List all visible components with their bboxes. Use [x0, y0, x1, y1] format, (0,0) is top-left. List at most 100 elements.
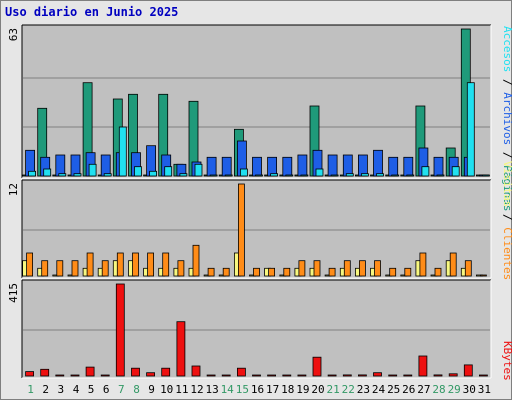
bar-clientes-day-30 — [464, 260, 472, 277]
bar-accesos-day-2 — [43, 168, 52, 177]
day-label-2: 2 — [42, 383, 49, 396]
bar-clientes-day-4 — [71, 260, 79, 277]
bar-archivos-day-3 — [55, 154, 66, 177]
bar-clientes-day-11 — [177, 260, 185, 277]
panel-background — [22, 180, 491, 278]
bar-clientes-day-20 — [313, 260, 321, 277]
bar-accesos-day-15 — [239, 168, 248, 177]
bar-kbytes-day-27 — [418, 355, 428, 377]
bar-archivos-day-17 — [267, 156, 278, 177]
bar-kbytes-day-4 — [70, 374, 80, 377]
bar-kbytes-day-19 — [297, 374, 307, 377]
bar-kbytes-day-1 — [25, 371, 35, 377]
legend-top-panel: Accesos / Archivos / Páginas — [501, 26, 512, 211]
legend-separator: / — [501, 207, 512, 227]
day-label-25: 25 — [387, 383, 400, 396]
bar-kbytes-day-17 — [267, 374, 277, 377]
bar-archivos-day-26 — [403, 156, 414, 177]
bar-kbytes-day-26 — [403, 374, 413, 377]
panel-2: 12 — [7, 179, 492, 279]
bar-kbytes-day-11 — [176, 321, 186, 377]
bar-accesos-day-16 — [255, 174, 263, 177]
panel-background — [22, 25, 491, 178]
bar-kbytes-day-24 — [373, 372, 382, 377]
day-label-4: 4 — [73, 383, 80, 396]
panel-1: 63 — [7, 24, 492, 179]
bar-archivos-day-23 — [357, 154, 368, 177]
day-label-9: 9 — [148, 383, 155, 396]
bar-kbytes-day-13 — [206, 374, 216, 377]
day-label-21: 21 — [326, 383, 339, 396]
bar-clientes-day-6 — [101, 260, 109, 277]
day-label-13: 13 — [205, 383, 218, 396]
bar-clientes-day-25 — [389, 267, 397, 277]
bar-kbytes-day-14 — [221, 374, 231, 377]
legend-bottom-panel: KBytes — [501, 341, 512, 381]
legend-separator: / — [501, 145, 512, 165]
legend-archivos: Archivos — [501, 92, 512, 145]
bar-kbytes-day-2 — [40, 368, 50, 377]
legend-visitas: Visitas — [501, 161, 512, 207]
bar-kbytes-day-25 — [388, 374, 398, 377]
legend-kbytes: KBytes — [501, 341, 512, 381]
bar-accesos-day-27 — [421, 166, 430, 177]
bar-clientes-day-27 — [419, 252, 427, 277]
day-label-27: 27 — [417, 383, 430, 396]
bar-accesos-day-24 — [376, 173, 384, 177]
bar-accesos-day-14 — [224, 174, 233, 177]
bar-archivos-day-28 — [433, 156, 444, 177]
panel-background — [22, 280, 491, 378]
bar-clientes-day-7 — [116, 252, 124, 277]
y-max-label: 415 — [7, 283, 20, 303]
bar-kbytes-day-29 — [448, 373, 458, 377]
day-label-24: 24 — [372, 383, 386, 396]
bar-accesos-day-9 — [149, 170, 158, 177]
bar-clientes-day-26 — [404, 267, 412, 277]
bar-clientes-day-18 — [283, 267, 291, 277]
bar-archivos-day-22 — [342, 154, 353, 177]
bar-clientes-day-28 — [434, 267, 442, 277]
bar-accesos-day-22 — [345, 173, 354, 177]
y-max-label: 63 — [7, 28, 20, 41]
bar-accesos-day-21 — [330, 174, 339, 177]
bar-clientes-day-13 — [207, 267, 215, 277]
day-label-20: 20 — [311, 383, 324, 396]
bar-archivos-day-19 — [297, 154, 308, 177]
bar-kbytes-day-5 — [85, 366, 95, 377]
day-label-17: 17 — [266, 383, 279, 396]
bar-kbytes-day-7 — [115, 283, 125, 377]
panel-3: 415 — [7, 279, 492, 379]
bar-clientes-day-10 — [162, 252, 170, 277]
bar-clientes-day-29 — [449, 252, 457, 277]
day-label-7: 7 — [118, 383, 125, 396]
day-label-19: 19 — [296, 383, 309, 396]
day-label-28: 28 — [432, 383, 445, 396]
bar-accesos-day-8 — [134, 166, 142, 177]
bar-clientes-day-17 — [268, 267, 276, 277]
bar-kbytes-day-31 — [478, 374, 488, 377]
bar-kbytes-day-10 — [161, 367, 171, 377]
bar-accesos-day-28 — [436, 174, 445, 177]
bar-accesos-day-3 — [58, 173, 67, 177]
bar-clientes-day-16 — [253, 267, 260, 277]
bar-accesos-day-10 — [164, 166, 173, 177]
legend-pginas: Páginas — [501, 165, 512, 211]
legend-separator: / — [501, 72, 512, 92]
bar-kbytes-day-9 — [146, 372, 156, 377]
day-label-11: 11 — [175, 383, 188, 396]
day-label-5: 5 — [88, 383, 95, 396]
day-label-8: 8 — [133, 383, 140, 396]
day-label-29: 29 — [448, 383, 461, 396]
bar-kbytes-day-6 — [100, 374, 110, 377]
bar-kbytes-day-28 — [433, 374, 443, 377]
bar-clientes-day-3 — [56, 260, 64, 277]
bar-accesos-day-25 — [391, 174, 400, 177]
legend-accesos: Accesos — [501, 26, 512, 72]
bar-kbytes-day-12 — [191, 365, 201, 377]
bar-accesos-day-7 — [118, 126, 127, 177]
y-max-label: 12 — [7, 183, 20, 196]
bar-accesos-day-5 — [88, 163, 97, 177]
bar-kbytes-day-21 — [327, 374, 337, 377]
bar-accesos-day-6 — [103, 173, 112, 177]
